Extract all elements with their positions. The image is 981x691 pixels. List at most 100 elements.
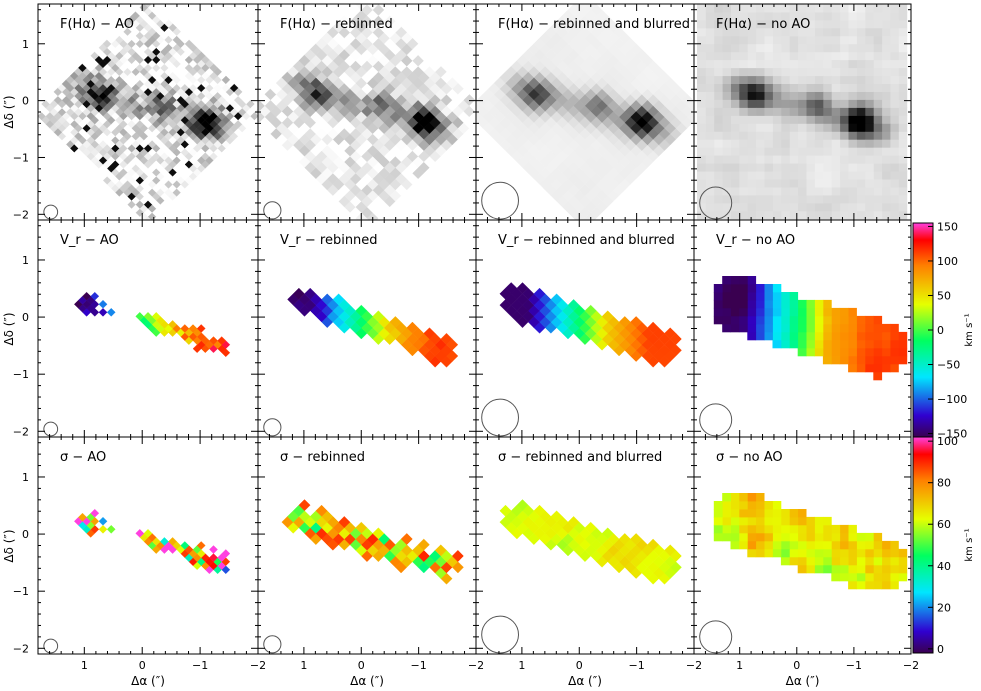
map-pixel (780, 299, 790, 309)
map-pixel (890, 91, 899, 100)
map-pixel (814, 43, 824, 53)
map-pixel (730, 292, 740, 301)
map-pixel (789, 540, 799, 550)
map-pixel (806, 307, 815, 317)
map-pixel (697, 107, 706, 116)
map-pixel (822, 91, 832, 100)
map-pixel (856, 187, 866, 196)
map-pixel (856, 123, 866, 132)
map-pixel (864, 12, 874, 21)
map-pixel (822, 299, 832, 309)
x-tick-label: 1 (736, 659, 743, 672)
map-pixel (738, 99, 748, 108)
map-pixel (772, 91, 782, 100)
map-pixel (764, 548, 773, 558)
map-pixel (839, 572, 849, 582)
map-pixel (814, 155, 824, 164)
map-pixel (898, 35, 908, 45)
colorbar-strip (912, 436, 934, 654)
map-pixel (814, 299, 824, 309)
y-axis-label: Δδ (″) (2, 312, 16, 345)
map-pixel (755, 548, 765, 558)
map-pixel (772, 323, 782, 333)
map-pixel (856, 355, 866, 365)
map-pixel (764, 27, 773, 37)
map-pixel (856, 91, 866, 100)
map-pixel (722, 195, 731, 204)
y-tick-label: −2 (13, 208, 29, 221)
map-pixel (839, 532, 849, 542)
map-pixel (789, 131, 799, 140)
map-pixel (780, 548, 790, 558)
map-pixel (856, 107, 866, 116)
map-pixel (713, 99, 723, 108)
map-pixel (822, 131, 832, 140)
map-pixel (755, 27, 765, 37)
map-pixel (764, 540, 773, 550)
map-pixel (789, 187, 799, 196)
map-pixel (764, 115, 773, 124)
map-pixel (713, 35, 723, 45)
map-pixel (713, 187, 723, 196)
map-pixel (755, 83, 765, 92)
map-pixel (755, 115, 765, 124)
map-pixel (898, 139, 908, 148)
map-pixel (898, 131, 908, 140)
map-pixel (747, 59, 757, 69)
x-tick-label: −1 (411, 659, 427, 672)
map-pixel (730, 163, 740, 172)
map-pixel (697, 131, 706, 140)
map-pixel (747, 195, 757, 204)
map-pixel (747, 323, 757, 333)
map-pixel (338, 516, 351, 528)
map-pixel (898, 59, 908, 69)
map-pixel (209, 553, 218, 562)
map-pixel (550, 510, 563, 523)
map-pixel (856, 43, 866, 53)
map-pixel (730, 27, 740, 37)
map-pixel (697, 4, 706, 13)
map-pixel (890, 4, 899, 13)
map-pixel (755, 131, 765, 140)
map-pixel (890, 35, 899, 45)
map-pixel (747, 27, 757, 37)
map-pixel (797, 147, 807, 156)
map-pixel (822, 99, 832, 108)
map-pixel (764, 307, 773, 317)
map-pixel (747, 299, 757, 309)
map-pixel (789, 75, 799, 84)
map-pixel (780, 147, 790, 156)
map-pixel (864, 540, 874, 550)
map-pixel (722, 99, 731, 108)
velocity-colorbar: −150 −100 −50 0 50 100 150 km s⁻¹ (912, 220, 975, 441)
map-pixel (822, 67, 832, 77)
map-pixel (516, 282, 529, 295)
map-pixel (873, 371, 883, 381)
map-pixel (747, 532, 757, 542)
map-pixel (730, 540, 740, 550)
map-pixel (797, 556, 807, 566)
map-pixel (298, 499, 311, 512)
map-pixel (160, 537, 169, 546)
map-pixel (839, 35, 849, 45)
map-pixel (764, 210, 773, 220)
map-pixel (848, 12, 857, 21)
map-pixel (738, 524, 748, 534)
map-pixel (780, 210, 790, 220)
map-pixel (822, 43, 832, 53)
map-pixel (848, 556, 857, 566)
map-pixel (722, 51, 731, 61)
map-pixel (738, 12, 748, 21)
map-pixel (389, 316, 402, 328)
map-pixel (730, 315, 740, 325)
map-pixel (772, 43, 782, 53)
map-pixel (738, 19, 748, 29)
panel-flux-2: F(Hα) − rebinned (257, 3, 477, 221)
map-pixel (772, 131, 782, 140)
map-pixel (772, 331, 782, 341)
map-pixel (839, 19, 849, 29)
map-pixel (722, 299, 731, 309)
map-pixel (722, 59, 731, 69)
map-pixel (647, 321, 660, 334)
map-pixel (738, 67, 748, 77)
